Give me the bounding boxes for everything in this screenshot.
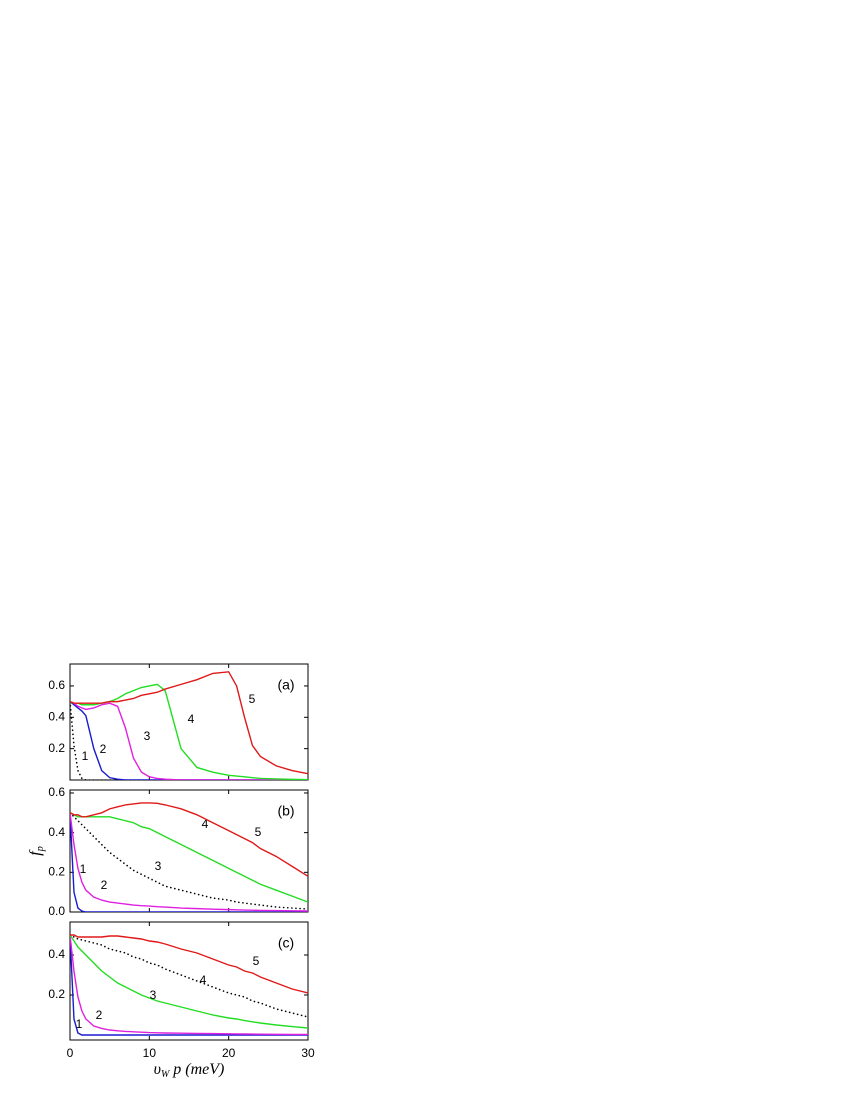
curve-label: 2: [96, 1008, 103, 1022]
curve-label: 5: [253, 954, 260, 968]
x-tick-label: 0: [67, 1046, 74, 1060]
curve-label: 5: [255, 825, 262, 839]
curve-label: 3: [150, 988, 157, 1002]
curve: [70, 934, 308, 1029]
y-tick-label: 0.2: [48, 741, 65, 755]
y-tick-label: 0.4: [48, 709, 65, 723]
curve-label: 2: [101, 878, 108, 892]
curve: [70, 812, 308, 910]
y-tick-label: 0.4: [48, 947, 65, 961]
curve-label: 4: [202, 817, 209, 831]
x-tick-label: 10: [143, 1046, 157, 1060]
plot-frame: [69, 789, 309, 913]
curve-label: 5: [249, 692, 256, 706]
x-label-rest: p (meV): [172, 1061, 224, 1078]
x-label-main: υ: [154, 1061, 161, 1078]
curve: [70, 802, 308, 877]
curve-label: 1: [80, 862, 87, 876]
curve: [70, 671, 308, 775]
curve-label: 3: [144, 729, 151, 743]
y-axis-label: fp: [27, 846, 47, 855]
curve-label: 4: [188, 712, 195, 726]
curve: [70, 683, 308, 780]
curve: [70, 934, 308, 1036]
curve-label: 4: [200, 973, 207, 987]
curve: [70, 934, 308, 1018]
curve: [70, 812, 308, 912]
x-label-sub: W: [161, 1069, 171, 1080]
curve: [70, 934, 308, 1036]
panel-label: (a): [277, 677, 294, 693]
curve-label: 1: [82, 749, 89, 763]
x-axis-label: υW p (meV): [154, 1061, 225, 1081]
y-tick-label: 0.0: [48, 904, 65, 918]
panel-label: (c): [278, 935, 294, 951]
curve: [70, 701, 308, 780]
plot-frame: [69, 921, 309, 1041]
curve-label: 3: [155, 859, 162, 873]
x-tick-label: 30: [301, 1046, 315, 1060]
panel-label: (b): [277, 803, 294, 819]
y-tick-label: 0.6: [48, 785, 65, 799]
y-tick-label: 0.2: [48, 987, 65, 1001]
y-tick-label: 0.4: [48, 825, 65, 839]
y-label-sub: p: [35, 846, 46, 852]
curve: [70, 934, 308, 994]
y-label-main: f: [27, 849, 44, 856]
y-tick-label: 0.6: [48, 678, 65, 692]
curve-label: 1: [76, 1017, 83, 1031]
x-tick-label: 20: [222, 1046, 236, 1060]
curve: [70, 812, 308, 912]
curve: [70, 700, 308, 780]
curve-label: 2: [100, 742, 107, 756]
y-tick-label: 0.2: [48, 864, 65, 878]
